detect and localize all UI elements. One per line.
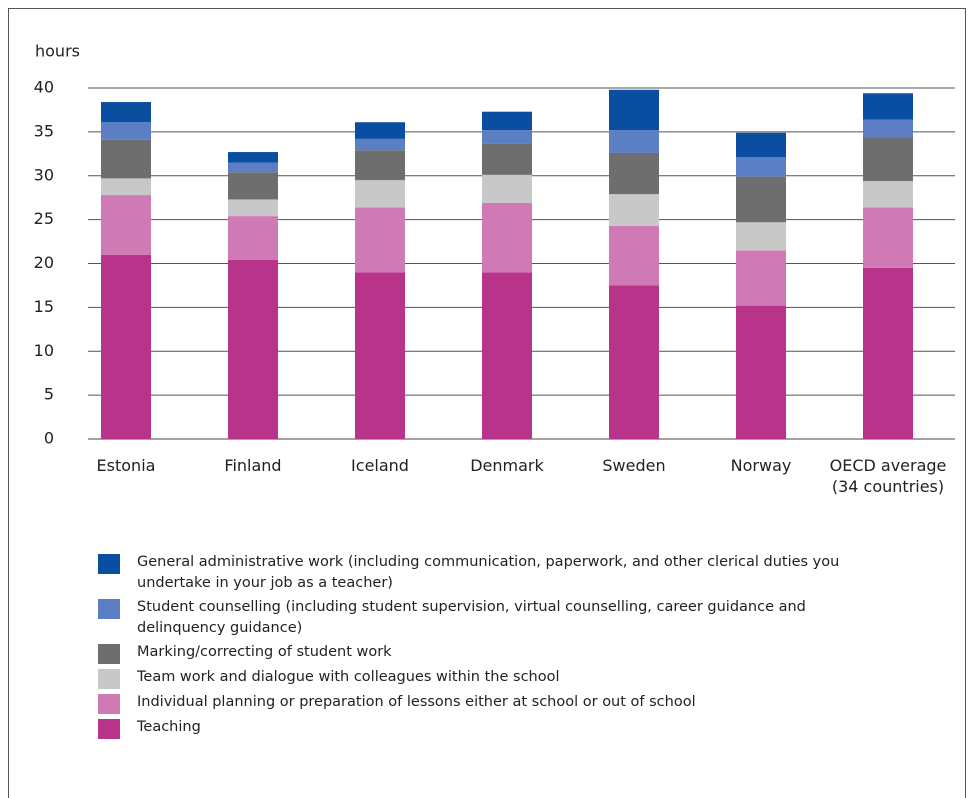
legend-swatch	[98, 719, 120, 739]
bar-segment	[736, 176, 786, 223]
x-tick-label: Sweden	[602, 456, 666, 475]
y-tick-label: 40	[34, 78, 54, 97]
bar-segment	[482, 130, 532, 144]
bar-segment	[736, 222, 786, 251]
bar-segment	[863, 267, 913, 439]
bar-segment	[355, 272, 405, 439]
bar-segment	[228, 172, 278, 200]
x-tick-label: Denmark	[470, 456, 544, 475]
y-tick-label: 0	[44, 429, 54, 448]
bar-segment	[863, 93, 913, 120]
bar-segment	[736, 305, 786, 439]
bar-segment	[228, 199, 278, 217]
bar-segment	[101, 122, 151, 140]
legend-label: Individual planning or preparation of le…	[137, 694, 696, 710]
bar-segment	[228, 259, 278, 439]
bar-segment	[101, 195, 151, 255]
legend-item: Individual planning or preparation of le…	[98, 692, 918, 714]
legend: General administrative work (including c…	[98, 552, 918, 742]
legend-swatch	[98, 669, 120, 689]
y-tick-label: 35	[34, 121, 54, 140]
y-tick-label: 5	[44, 385, 54, 404]
bar-segment	[228, 162, 278, 173]
bar-segment	[609, 152, 659, 195]
bar-segment	[101, 254, 151, 439]
bar-segment	[482, 202, 532, 273]
legend-item: Teaching	[98, 717, 918, 739]
frame	[8, 8, 966, 798]
y-tick-label: 30	[34, 165, 54, 184]
bar-segment	[355, 150, 405, 181]
bar-segment	[482, 174, 532, 203]
bar-segment	[736, 250, 786, 306]
bar-segment	[482, 111, 532, 131]
y-tick-label: 25	[34, 209, 54, 228]
legend-label: Teaching	[137, 719, 201, 735]
legend-swatch	[98, 644, 120, 664]
legend-item: Marking/correcting of student work	[98, 642, 918, 664]
legend-label: Student counselling (including student s…	[137, 599, 806, 636]
bar-segment	[609, 285, 659, 439]
x-tick-label: Finland	[224, 456, 282, 475]
legend-item: General administrative work (including c…	[98, 552, 918, 594]
bar-segment	[609, 130, 659, 153]
legend-label: Team work and dialogue with colleagues w…	[137, 669, 560, 685]
bar-segment	[863, 119, 913, 139]
legend-swatch	[98, 694, 120, 714]
legend-label: Marking/correcting of student work	[137, 644, 392, 660]
bar-segment	[609, 225, 659, 286]
y-tick-label: 20	[34, 253, 54, 272]
bar-segment	[228, 152, 278, 163]
bar-segment	[863, 138, 913, 182]
x-tick-label: Norway	[730, 456, 792, 475]
x-tick-label: Estonia	[96, 456, 156, 475]
bar-segment	[355, 122, 405, 139]
bar-segment	[609, 89, 659, 131]
y-tick-label: 15	[34, 297, 54, 316]
bar-segment	[355, 207, 405, 273]
bar-segment	[101, 178, 151, 196]
y-tick-label: 10	[34, 341, 54, 360]
x-tick-label: OECD average (34 countries)	[829, 456, 947, 496]
bar-segment	[863, 207, 913, 268]
bar-segment	[482, 272, 532, 439]
bar-segment	[101, 102, 151, 123]
legend-swatch	[98, 599, 120, 619]
bar-segment	[101, 139, 151, 179]
bar-segment	[736, 157, 786, 177]
bar-segment	[228, 216, 278, 260]
legend-item: Team work and dialogue with colleagues w…	[98, 667, 918, 689]
bar-segment	[863, 181, 913, 208]
bar-segment	[355, 180, 405, 208]
x-tick-label: Iceland	[351, 456, 409, 475]
bar-segment	[736, 132, 786, 158]
bar-segment	[482, 143, 532, 175]
legend-item: Student counselling (including student s…	[98, 597, 918, 639]
legend-swatch	[98, 554, 120, 574]
bar-segment	[609, 194, 659, 226]
legend-label: General administrative work (including c…	[137, 554, 840, 591]
bar-segment	[355, 138, 405, 151]
y-axis-label: hours	[35, 42, 80, 61]
